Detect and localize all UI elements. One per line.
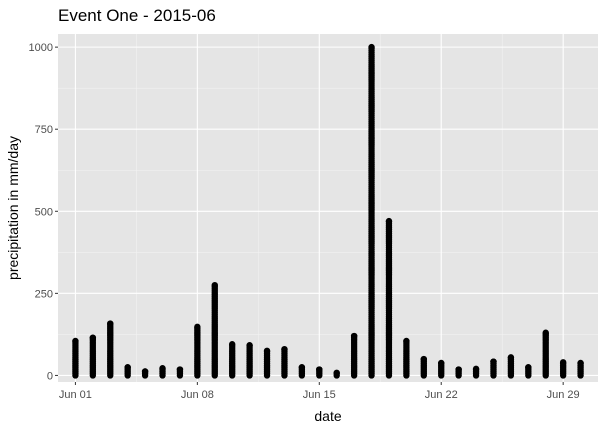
x-tick-label: Jun 15 — [303, 389, 336, 401]
daily-point-column — [507, 354, 515, 379]
plot-panel — [58, 34, 598, 382]
daily-point-column — [438, 359, 445, 379]
data-point — [316, 366, 323, 373]
x-axis-title: date — [314, 408, 341, 424]
daily-point-column — [385, 217, 393, 379]
daily-point-column — [211, 281, 218, 379]
daily-point-column — [124, 364, 131, 379]
data-point — [246, 342, 253, 349]
daily-point-column — [472, 365, 480, 379]
daily-point-column — [194, 323, 201, 379]
data-point — [333, 369, 340, 377]
data-point — [350, 332, 358, 340]
daily-point-column — [89, 334, 97, 379]
data-point — [507, 354, 515, 361]
x-axis-ticks: Jun 01 Jun 08 Jun 15 Jun 22 Jun 29 — [59, 382, 580, 401]
daily-point-column — [542, 329, 549, 379]
daily-point-column — [228, 341, 236, 379]
data-point — [298, 364, 306, 371]
y-tick-label: 0 — [47, 370, 53, 382]
daily-point-column — [107, 320, 114, 379]
y-tick-label: 1000 — [29, 42, 53, 54]
daily-point-column — [403, 337, 410, 379]
daily-point-column — [159, 365, 166, 379]
data-point — [124, 364, 131, 371]
data-point — [228, 341, 236, 348]
daily-point-column — [525, 364, 532, 379]
daily-point-column — [281, 345, 288, 379]
data-point — [211, 281, 218, 289]
data-point — [89, 334, 97, 341]
daily-point-column — [350, 332, 358, 379]
major-gridlines — [58, 34, 598, 382]
data-points — [72, 43, 584, 379]
data-point — [403, 337, 410, 345]
data-point — [72, 337, 79, 345]
data-point — [159, 365, 166, 372]
daily-point-column — [246, 342, 253, 379]
daily-point-column — [263, 347, 271, 379]
daily-point-column — [420, 355, 428, 379]
data-point — [141, 368, 149, 375]
daily-point-column — [176, 366, 184, 379]
minor-gridlines — [58, 34, 598, 382]
data-point — [368, 43, 375, 51]
y-tick-label: 750 — [35, 124, 53, 136]
data-point — [194, 323, 201, 331]
x-tick-label: Jun 22 — [425, 389, 458, 401]
data-point — [525, 364, 532, 371]
data-point — [385, 217, 393, 225]
y-axis-ticks: 0 250 500 750 1000 — [29, 42, 58, 382]
daily-point-column — [368, 43, 375, 379]
daily-point-column — [333, 369, 340, 379]
data-point — [490, 358, 497, 365]
data-point — [176, 366, 184, 373]
daily-point-column — [559, 359, 567, 379]
y-tick-label: 500 — [35, 206, 53, 218]
daily-point-column — [72, 337, 79, 379]
x-tick-label: Jun 29 — [547, 389, 580, 401]
data-point — [542, 329, 549, 336]
data-point — [281, 345, 288, 353]
daily-point-column — [455, 366, 462, 379]
daily-point-column — [577, 359, 584, 379]
chart-title: Event One - 2015-06 — [58, 6, 216, 25]
daily-point-column — [490, 358, 497, 379]
daily-point-column — [298, 364, 306, 379]
y-tick-label: 250 — [35, 288, 53, 300]
x-tick-label: Jun 01 — [59, 389, 92, 401]
daily-point-column — [316, 366, 323, 379]
data-point — [263, 347, 271, 355]
data-point — [577, 359, 584, 367]
data-point — [455, 366, 462, 373]
data-point — [472, 365, 480, 373]
x-tick-label: Jun 08 — [181, 389, 214, 401]
data-point — [438, 359, 445, 367]
data-point — [559, 359, 567, 366]
y-axis-title: precipitation in mm/day — [5, 136, 21, 280]
data-point — [107, 320, 114, 327]
daily-point-column — [141, 368, 149, 379]
data-point — [420, 355, 428, 363]
